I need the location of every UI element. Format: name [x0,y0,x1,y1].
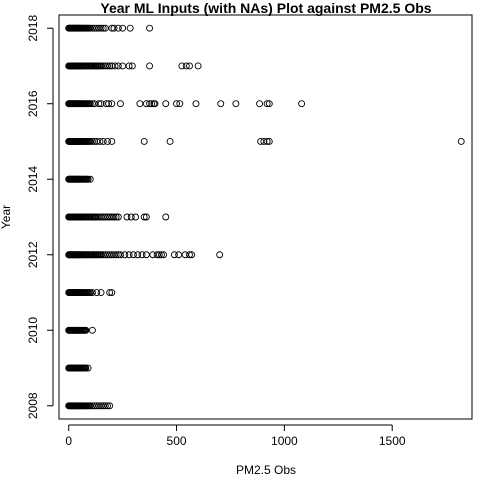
data-point [147,25,153,31]
x-tick-label: 1000 [271,434,298,448]
data-point [127,25,133,31]
data-point [458,138,464,144]
chart-title: Year ML Inputs (with NAs) Plot against P… [100,0,431,16]
data-point [257,101,263,107]
data-point [163,214,169,220]
data-point [147,63,153,69]
data-point [299,101,305,107]
data-point [141,138,147,144]
x-tick-label: 0 [65,434,72,448]
data-points [66,25,465,409]
y-tick-label: 2014 [26,166,40,193]
data-point [133,214,139,220]
data-point [163,101,169,107]
data-point [195,63,201,69]
data-point [109,138,115,144]
data-point [143,252,149,258]
x-axis-label: PM2.5 Obs [236,463,296,477]
data-point [167,138,173,144]
data-point [117,101,123,107]
data-point [137,101,143,107]
y-tick-label: 2018 [26,15,40,42]
data-point [193,101,199,107]
data-point [89,327,95,333]
y-tick-label: 2008 [26,392,40,419]
data-point [218,101,224,107]
y-tick-label: 2012 [26,241,40,268]
data-point [120,25,126,31]
x-axis: 0 500 1000 1500 [65,425,406,448]
x-tick-label: 500 [167,434,187,448]
y-axis-label: Year [0,205,13,229]
data-point [217,252,223,258]
y-axis: 2008 2010 2012 2014 2016 2018 [26,15,53,420]
y-tick-label: 2010 [26,317,40,344]
data-point [176,252,182,258]
data-point [120,63,126,69]
data-point [98,290,104,296]
x-tick-label: 1500 [379,434,406,448]
y-tick-label: 2016 [26,90,40,117]
data-point [233,101,239,107]
